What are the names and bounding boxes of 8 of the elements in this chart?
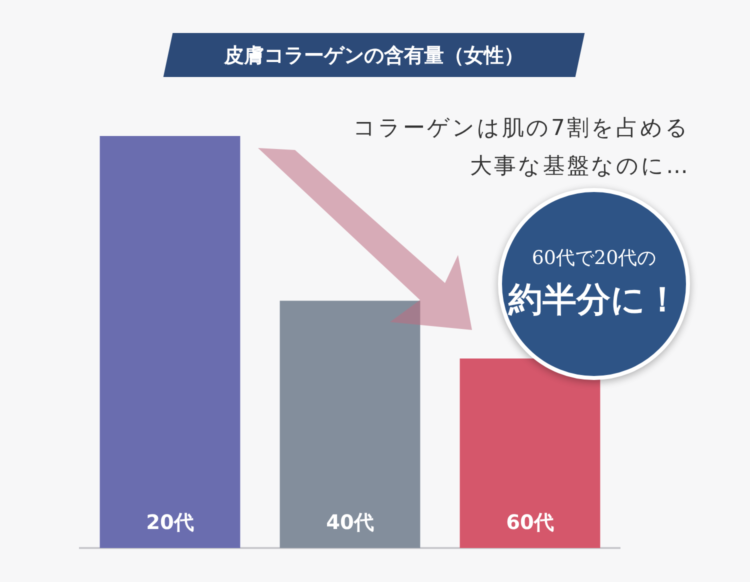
annotation: 60代で20代の xyxy=(532,246,656,271)
annotation: 約半分に！ xyxy=(508,279,680,322)
x-tick-label: 20代 xyxy=(146,510,194,534)
annotation: 大事な基盤なのに… xyxy=(469,153,690,181)
x-tick-label: 60代 xyxy=(506,510,554,534)
annotation: コラーゲンは肌の7割を占める xyxy=(353,115,690,143)
chart-title: 皮膚コラーゲンの含有量（女性） xyxy=(222,42,525,69)
x-tick-label: 40代 xyxy=(326,510,374,534)
